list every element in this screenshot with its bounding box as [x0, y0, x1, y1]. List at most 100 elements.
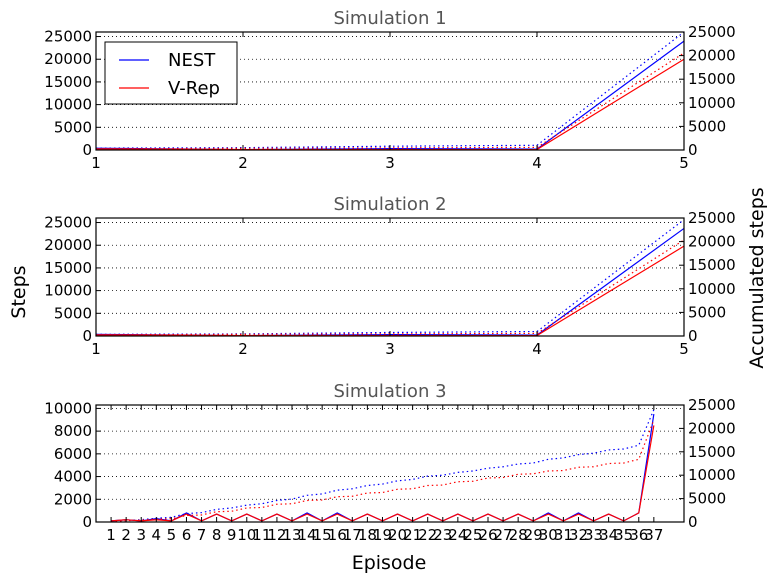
- x-tick-label: 12: [267, 526, 286, 544]
- y-tick-label-right: 20000: [688, 419, 736, 437]
- y-tick-label-right: 0: [688, 141, 698, 159]
- x-tick-label: 1: [91, 340, 101, 358]
- y-tick-label-right: 10000: [688, 466, 736, 484]
- y-axis-label-accumulated-steps: Accumulated steps: [746, 187, 768, 368]
- x-tick-label: 28: [509, 526, 528, 544]
- y-tick-label-right: 0: [688, 327, 698, 345]
- y-tick-label-right: 25000: [688, 396, 736, 414]
- x-tick-label: 36: [629, 526, 648, 544]
- x-tick-label: 11: [252, 526, 271, 544]
- x-tick-label: 4: [532, 154, 542, 172]
- x-tick-label: 19: [373, 526, 392, 544]
- x-tick-label: 1: [91, 154, 101, 172]
- x-tick-label: 21: [403, 526, 422, 544]
- legend-frame: [104, 41, 238, 105]
- y-tick-label-left: 10000: [44, 399, 92, 417]
- subplot-title: Simulation 3: [333, 381, 446, 402]
- y-tick-label-left: 0: [82, 513, 92, 531]
- y-tick-label-left: 0: [82, 141, 92, 159]
- subplot-simulation-3: 1 2 3 4 5 6 7 8 9 1011121314151617181920212223242…: [44, 381, 735, 544]
- subplot-simulation-1: 1 2 3 4 505000100001500020000250000500010000…: [44, 8, 735, 172]
- y-tick-label-left: 5000: [54, 118, 92, 136]
- y-tick-label-right: 15000: [688, 443, 736, 461]
- v-rep-series-line: [111, 425, 655, 522]
- y-tick-label-left: 15000: [44, 259, 92, 277]
- x-tick-label: 4: [532, 340, 542, 358]
- x-tick-label: 30: [539, 526, 558, 544]
- x-tick-label: 17: [343, 526, 362, 544]
- y-tick-label-left: 8000: [54, 422, 92, 440]
- y-tick-label-left: 2000: [54, 490, 92, 508]
- accumulated-2-series-line: [95, 219, 685, 335]
- y-tick-label-right: 0: [688, 513, 698, 531]
- accumulated-2-series-line: [111, 409, 655, 523]
- subplot-title: Simulation 2: [333, 194, 446, 215]
- x-tick-label: 5: [167, 526, 177, 544]
- y-tick-label-right: 15000: [688, 256, 736, 274]
- x-tick-label: 22: [418, 526, 437, 544]
- x-tick-label: 6: [182, 526, 192, 544]
- x-tick-label: 29: [524, 526, 543, 544]
- x-tick-label: 2: [238, 154, 248, 172]
- y-tick-label-left: 20000: [44, 50, 92, 68]
- x-tick-label: 13: [282, 526, 301, 544]
- nest-series-line: [95, 227, 685, 337]
- x-tick-label: 34: [599, 526, 618, 544]
- y-tick-label-left: 4000: [54, 468, 92, 486]
- y-tick-label-left: 25000: [44, 214, 92, 232]
- x-tick-label: 5: [679, 340, 689, 358]
- x-tick-label: 18: [358, 526, 377, 544]
- legend-label-vrep: V-Rep: [168, 78, 220, 99]
- x-tick-label: 25: [463, 526, 482, 544]
- x-tick-label: 4: [152, 526, 162, 544]
- x-tick-label: 10: [237, 526, 256, 544]
- x-tick-label: 20: [388, 526, 407, 544]
- x-tick-label: 3: [385, 340, 395, 358]
- y-tick-label-left: 6000: [54, 445, 92, 463]
- x-tick-label: 3: [385, 154, 395, 172]
- x-tick-label: 31: [554, 526, 573, 544]
- y-tick-label-left: 15000: [44, 73, 92, 91]
- subplot-title: Simulation 1: [333, 8, 446, 29]
- y-tick-label-right: 25000: [688, 209, 736, 227]
- y-tick-label-right: 25000: [688, 23, 736, 41]
- x-tick-label: 2: [238, 340, 248, 358]
- x-tick-label: 5: [679, 154, 689, 172]
- y-tick-label-right: 15000: [688, 70, 736, 88]
- x-tick-label: 3: [136, 526, 146, 544]
- x-tick-label: 35: [614, 526, 633, 544]
- legend-label-nest: NEST: [168, 50, 216, 71]
- x-tick-label: 16: [328, 526, 347, 544]
- legend: NEST V-Rep: [104, 41, 238, 105]
- x-tick-label: 15: [313, 526, 332, 544]
- y-tick-label-right: 10000: [688, 94, 736, 112]
- y-axis-label-steps: Steps: [8, 265, 30, 318]
- nest-series-line: [111, 413, 655, 522]
- y-tick-label-left: 0: [82, 327, 92, 345]
- y-tick-label-right: 5000: [688, 117, 726, 135]
- x-axis-label-episode: Episode: [352, 552, 427, 574]
- x-tick-label: 23: [433, 526, 452, 544]
- x-tick-label: 24: [448, 526, 467, 544]
- x-tick-label: 26: [478, 526, 497, 544]
- plot-frame: [95, 217, 685, 337]
- x-tick-label: 14: [298, 526, 317, 544]
- plot-frame: [95, 404, 685, 523]
- y-tick-label-left: 25000: [44, 28, 92, 46]
- y-tick-label-right: 20000: [688, 233, 736, 251]
- x-tick-label: 8: [212, 526, 222, 544]
- accumulated-3-series-line: [95, 239, 685, 336]
- subplot-simulation-2: 1 2 3 4 505000100001500020000250000500010000…: [44, 194, 735, 358]
- x-tick-label: 7: [197, 526, 207, 544]
- y-tick-label-left: 20000: [44, 236, 92, 254]
- accumulated-3-series-line: [111, 419, 655, 523]
- x-tick-label: 27: [494, 526, 513, 544]
- y-tick-label-left: 5000: [54, 304, 92, 322]
- x-tick-label: 2: [121, 526, 131, 544]
- y-tick-label-left: 10000: [44, 282, 92, 300]
- y-tick-label-right: 5000: [688, 303, 726, 321]
- x-tick-label: 33: [584, 526, 603, 544]
- x-tick-label: 32: [569, 526, 588, 544]
- x-tick-label: 37: [644, 526, 663, 544]
